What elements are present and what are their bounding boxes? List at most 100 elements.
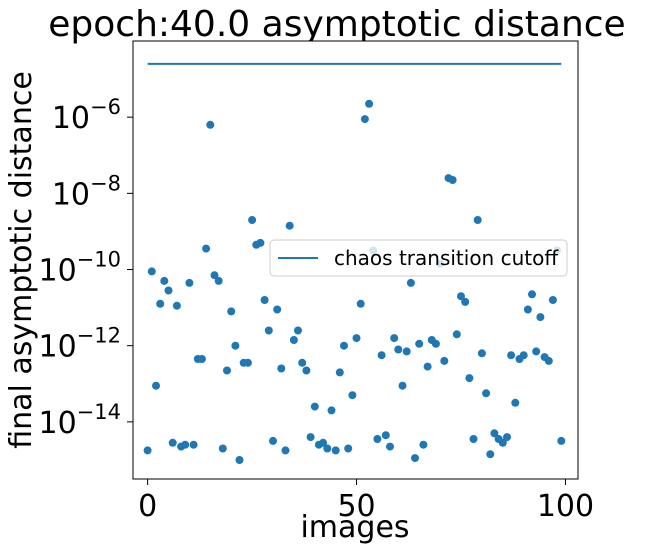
scatter-point [511,398,520,407]
scatter-point [523,305,532,314]
y-axis-label: final asymptotic distance [4,71,39,449]
scatter-point [256,238,265,247]
scatter-point [394,345,403,354]
scatter-point [243,358,252,367]
scatter-point [185,278,194,287]
scatter-point [503,433,511,442]
scatter-point [448,176,457,184]
scatter-point [406,278,415,287]
scatter-point [360,115,369,124]
scatter-point [557,436,566,445]
scatter-point [348,391,357,400]
scatter-point [440,356,449,365]
y-tick-label: 10−8 [52,171,121,212]
x-axis: 0 50 100 [138,479,594,524]
scatter-point [411,454,419,463]
scatter-point [310,402,319,411]
scatter-point [473,216,482,224]
scatter-point [465,374,474,383]
scatter-point [210,271,219,280]
x-tick-label: 50 [337,489,375,524]
scatter-point [223,366,231,375]
scatter-point [164,286,173,295]
scatter-point [402,347,411,356]
scatter-point [147,267,156,276]
scatter-point [352,334,361,343]
legend: chaos transition cutoff [269,239,568,277]
scatter-point [507,351,516,360]
scatter-point [218,444,227,453]
y-tick-label: 10−14 [38,400,121,441]
scatter-point [548,296,557,304]
scatter-point [227,307,236,316]
scatter-point [532,347,541,356]
scatter-point [206,120,215,129]
scatter-point [214,276,223,285]
scatter-point [461,297,470,306]
scatter-point [160,276,169,285]
scatter-point [319,438,328,447]
scatter-point [302,366,311,375]
x-tick-label: 0 [138,489,157,524]
scatter-point [457,292,465,301]
scatter-point [431,339,440,348]
scatter-point [306,433,315,442]
scatter-point [390,334,399,343]
scatter-point [340,341,348,350]
scatter-point [197,355,206,363]
scatter-point [152,381,160,390]
x-axis-label: images [300,510,409,545]
scatter-point [423,362,432,371]
scatter-point [377,351,386,360]
scatter-point [486,450,495,459]
scatter-point [373,435,382,443]
y-tick-label: 10−6 [52,95,121,136]
scatter-point [327,406,336,415]
scatter-point [365,99,374,108]
scatter-point [264,326,273,335]
scatter-point [331,446,340,455]
scatter-point [323,444,332,453]
scatter-point [482,389,491,398]
scatter-point [289,336,298,344]
scatter-point [189,440,198,449]
scatter-point [202,244,211,253]
scatter-point [469,435,478,443]
scatter-point [386,442,394,451]
scatter-point [269,436,277,445]
scatter-point [536,313,545,322]
scatter-point [477,349,486,358]
scatter-point [419,440,428,449]
x-tick-label: 100 [537,489,594,524]
scatter-point [235,456,244,464]
scatter-point [285,221,294,230]
y-tick-label: 10−10 [38,248,121,289]
scatter-point [544,356,553,365]
scatter-point [498,438,507,447]
scatter-point [298,358,307,367]
scatter-point [231,341,240,350]
legend-box [269,239,568,277]
scatter-point [281,446,290,455]
scatter-point [277,364,286,373]
scatter-point [260,296,269,304]
scatter-point [519,351,528,360]
scatter-point [528,290,536,299]
scatter-point [415,339,424,348]
scatter-point [356,299,365,308]
scatter-point [172,301,181,310]
scatter-point [143,446,152,455]
scatter-point [168,438,177,447]
scatter-point [156,299,165,308]
scatter-point [294,326,302,335]
scatter-point [490,429,499,438]
scatter-marks [143,99,566,464]
scatter-point [344,444,353,453]
scatter-point [181,440,190,449]
scatter-point [398,381,407,390]
y-tick-label: 10−12 [38,324,121,365]
scatter-point [248,216,257,224]
scatter-point [452,330,461,339]
y-axis: 10−14 10−12 10−10 10−8 10−6 [38,95,133,441]
